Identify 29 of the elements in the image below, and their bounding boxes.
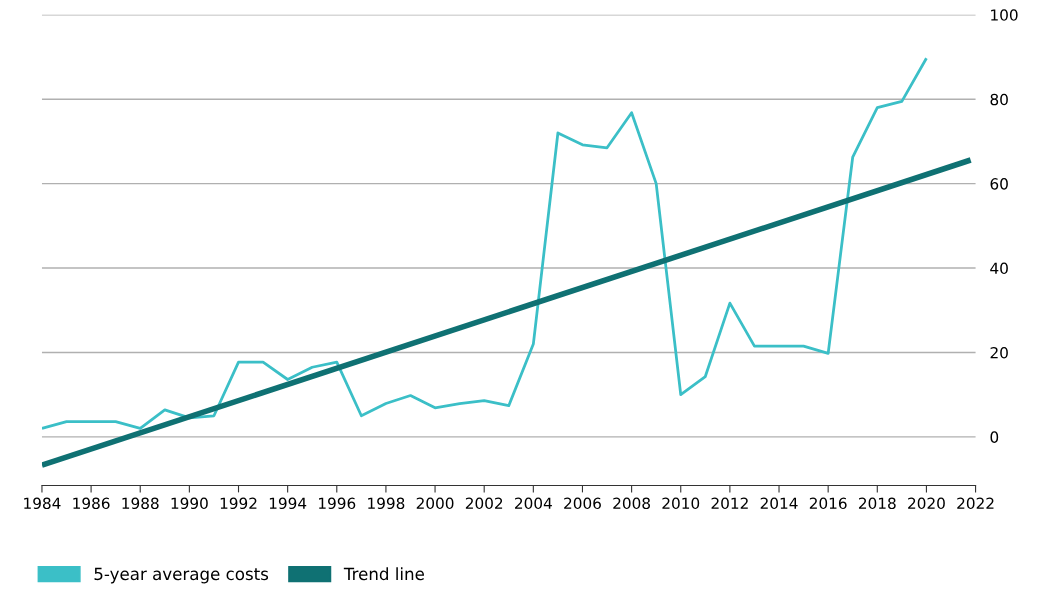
x-tick-label: 2022 <box>957 497 994 510</box>
x-tick-label: 2014 <box>760 497 798 510</box>
x-tick-label: 2002 <box>465 497 503 510</box>
x-tick-label: 2012 <box>711 497 748 510</box>
x-tick-label: 2006 <box>564 497 601 510</box>
y-tick-label: 60 <box>990 178 1008 190</box>
x-tick-label: 1994 <box>269 497 307 510</box>
x-tick-label: 1996 <box>319 497 356 510</box>
line-series <box>41 56 928 430</box>
x-tick-label: 2016 <box>809 497 847 510</box>
x-tick-label: 1988 <box>122 497 159 510</box>
x-tick-label: 2008 <box>613 497 650 510</box>
x-tick-label: 2004 <box>515 497 552 510</box>
y-tick-label: 20 <box>990 346 1008 359</box>
y-tick-label: 100 <box>991 9 1018 21</box>
x-tick-label: 1998 <box>368 497 405 510</box>
legend-label: 5-year average costs <box>94 567 269 584</box>
y-tick-label: 40 <box>990 262 1008 275</box>
x-tick-label: 1992 <box>220 497 257 510</box>
x-tick-label: 1990 <box>171 497 208 510</box>
y-tick-label: 0 <box>990 431 999 443</box>
y-tick-label: 80 <box>990 93 1008 106</box>
x-tick-label: 1986 <box>73 497 110 510</box>
x-tick-label: 2010 <box>662 497 700 510</box>
legend-label: Trend line <box>343 567 424 581</box>
x-tick-label: 2000 <box>416 497 454 510</box>
x-tick-label: 2020 <box>908 497 945 510</box>
x-tick-label: 1984 <box>24 497 61 510</box>
x-tick-label: 2018 <box>858 497 896 510</box>
